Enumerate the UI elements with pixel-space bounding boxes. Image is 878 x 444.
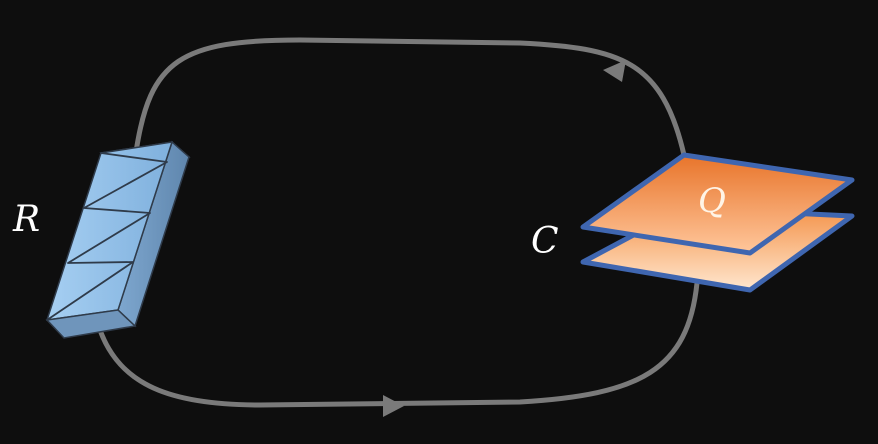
top-arrow-icon — [603, 60, 626, 82]
resistor — [45, 140, 191, 339]
current-arrows — [383, 60, 626, 417]
zigzag-resistor-icon — [46, 152, 168, 321]
resistor-bottom-face — [45, 309, 137, 339]
resistor-label: R — [12, 199, 40, 240]
top-wire — [133, 37, 687, 158]
capacitor-label: C — [531, 221, 559, 262]
circuit-wires — [97, 37, 700, 408]
bottom-arrow-icon — [383, 395, 404, 417]
capacitor-top-plate — [580, 152, 855, 256]
charge-label: Q — [698, 181, 726, 221]
bottom-wire — [97, 280, 700, 408]
capacitor — [580, 152, 855, 293]
